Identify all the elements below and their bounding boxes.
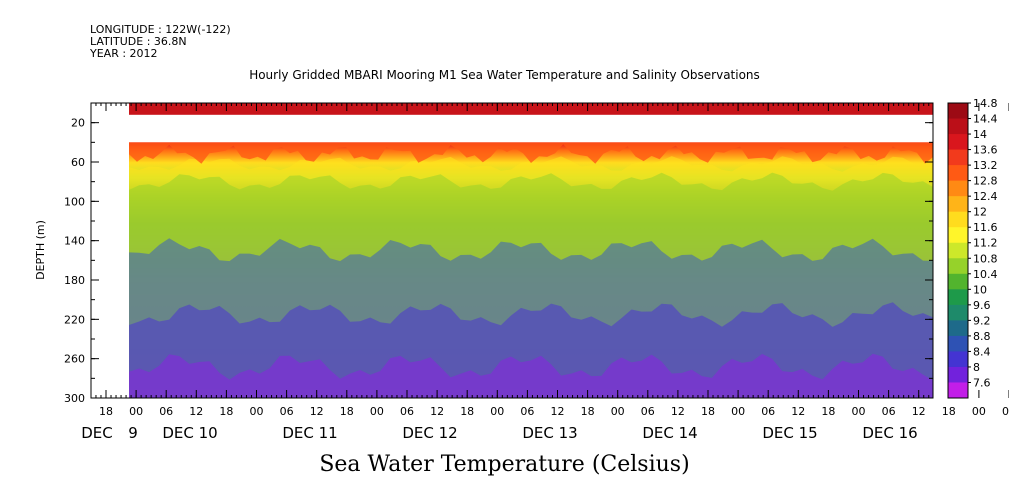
- colorbar-label: 14.4: [973, 113, 998, 126]
- x-tick-label: 18: [581, 405, 595, 418]
- colorbar-swatch: [948, 227, 968, 244]
- x-tick-label: 12: [430, 405, 444, 418]
- colorbar-label: 13.2: [973, 159, 998, 172]
- x-tick-label: 12: [671, 405, 685, 418]
- colorbar-swatch: [948, 335, 968, 352]
- y-tick-label: 220: [64, 313, 85, 326]
- x-tick-label: 00: [972, 405, 986, 418]
- x-tick-label: 12: [791, 405, 805, 418]
- colorbar-swatch: [948, 258, 968, 275]
- colorbar-swatch: [948, 273, 968, 290]
- x-tick-label: 06: [520, 405, 534, 418]
- y-tick-label: 180: [64, 274, 85, 287]
- colorbar-swatch: [948, 211, 968, 228]
- x-tick-label: 12: [310, 405, 324, 418]
- x-tick-label: 18: [99, 405, 113, 418]
- bottom-title: Sea Water Temperature (Celsius): [319, 452, 690, 477]
- x-day-label: DEC 11: [282, 424, 337, 442]
- x-day-label: DEC 15: [762, 424, 817, 442]
- colorbar-frame: [947, 102, 969, 399]
- x-day-label: DEC 14: [642, 424, 697, 442]
- x-day-label: 9: [128, 424, 138, 442]
- x-tick-label: 00: [731, 405, 745, 418]
- x-tick-label: 06: [882, 405, 896, 418]
- x-tick-label: 06: [761, 405, 775, 418]
- colorbar-label: 12.4: [973, 190, 998, 203]
- surface-band: [129, 103, 933, 115]
- colorbar-label: 14.8: [973, 97, 998, 110]
- latitude-label: LATITUDE : 36.8N: [90, 35, 187, 48]
- colorbar-swatch: [948, 242, 968, 259]
- x-tick-label: 06: [641, 405, 655, 418]
- x-tick-label: 18: [219, 405, 233, 418]
- x-tick-label: 00: [250, 405, 264, 418]
- x-tick-label: 00: [370, 405, 384, 418]
- colorbar-label: 12: [973, 206, 987, 219]
- y-tick-label: 260: [64, 353, 85, 366]
- x-day-label: DEC 10: [162, 424, 217, 442]
- colorbar-swatch: [948, 149, 968, 166]
- colorbar-label: 10.4: [973, 268, 998, 281]
- x-tick-label: 12: [551, 405, 565, 418]
- x-tick-label: 06: [280, 405, 294, 418]
- y-tick-label: 300: [64, 392, 85, 405]
- x-tick-label: 18: [340, 405, 354, 418]
- colorbar-swatch: [948, 165, 968, 182]
- x-tick-label: 06: [400, 405, 414, 418]
- x-tick-label: 06: [1002, 405, 1009, 418]
- x-tick-label: 00: [129, 405, 143, 418]
- x-day-label: DEC 13: [522, 424, 577, 442]
- x-day-label: DEC: [81, 424, 113, 442]
- colorbar-swatch: [948, 196, 968, 213]
- colorbar-swatch: [948, 118, 968, 135]
- colorbar-swatch: [948, 351, 968, 368]
- colorbar-label: 7.6: [973, 376, 991, 389]
- chart-title: Hourly Gridded MBARI Mooring M1 Sea Wate…: [249, 68, 760, 82]
- colorbar-label: 9.2: [973, 314, 991, 327]
- x-tick-label: 18: [821, 405, 835, 418]
- colorbar-label: 10.8: [973, 252, 998, 265]
- y-tick-label: 140: [64, 235, 85, 248]
- colorbar-label: 11.2: [973, 237, 998, 250]
- colorbar-swatch: [948, 320, 968, 337]
- colorbar-swatch: [948, 304, 968, 321]
- x-day-label: DEC 16: [862, 424, 917, 442]
- colorbar-swatch: [948, 134, 968, 151]
- contour-warm: [129, 142, 933, 164]
- x-tick-label: 00: [490, 405, 504, 418]
- colorbar-swatch: [948, 289, 968, 306]
- x-tick-label: 12: [189, 405, 203, 418]
- y-tick-label: 100: [64, 195, 85, 208]
- x-tick-label: 06: [159, 405, 173, 418]
- colorbar-label: 8.4: [973, 345, 991, 358]
- colorbar-label: 14: [973, 128, 987, 141]
- colorbar-label: 10: [973, 283, 987, 296]
- x-tick-label: 18: [701, 405, 715, 418]
- x-tick-label: 12: [912, 405, 926, 418]
- colorbar-swatch: [948, 366, 968, 383]
- y-tick-label: 60: [71, 156, 85, 169]
- colorbar-swatch: [948, 180, 968, 197]
- colorbar-swatch: [948, 382, 968, 399]
- contour-violet: [129, 353, 933, 398]
- colorbar-label: 13.6: [973, 144, 998, 157]
- x-tick-label: 18: [942, 405, 956, 418]
- colorbar-label: 11.6: [973, 221, 998, 234]
- colorbar-label: 12.8: [973, 175, 998, 188]
- colorbar-label: 8.8: [973, 330, 991, 343]
- x-tick-label: 18: [460, 405, 474, 418]
- colorbar-label: 9.6: [973, 299, 991, 312]
- y-axis-label: DEPTH (m): [34, 220, 47, 280]
- year-label: YEAR : 2012: [90, 47, 158, 60]
- colorbar-swatch: [948, 103, 968, 120]
- x-tick-label: 00: [852, 405, 866, 418]
- y-tick-label: 20: [71, 117, 85, 130]
- longitude-label: LONGITUDE : 122W(-122): [90, 23, 231, 36]
- x-day-label: DEC 12: [402, 424, 457, 442]
- x-tick-label: 00: [611, 405, 625, 418]
- colorbar-label: 8: [973, 361, 980, 374]
